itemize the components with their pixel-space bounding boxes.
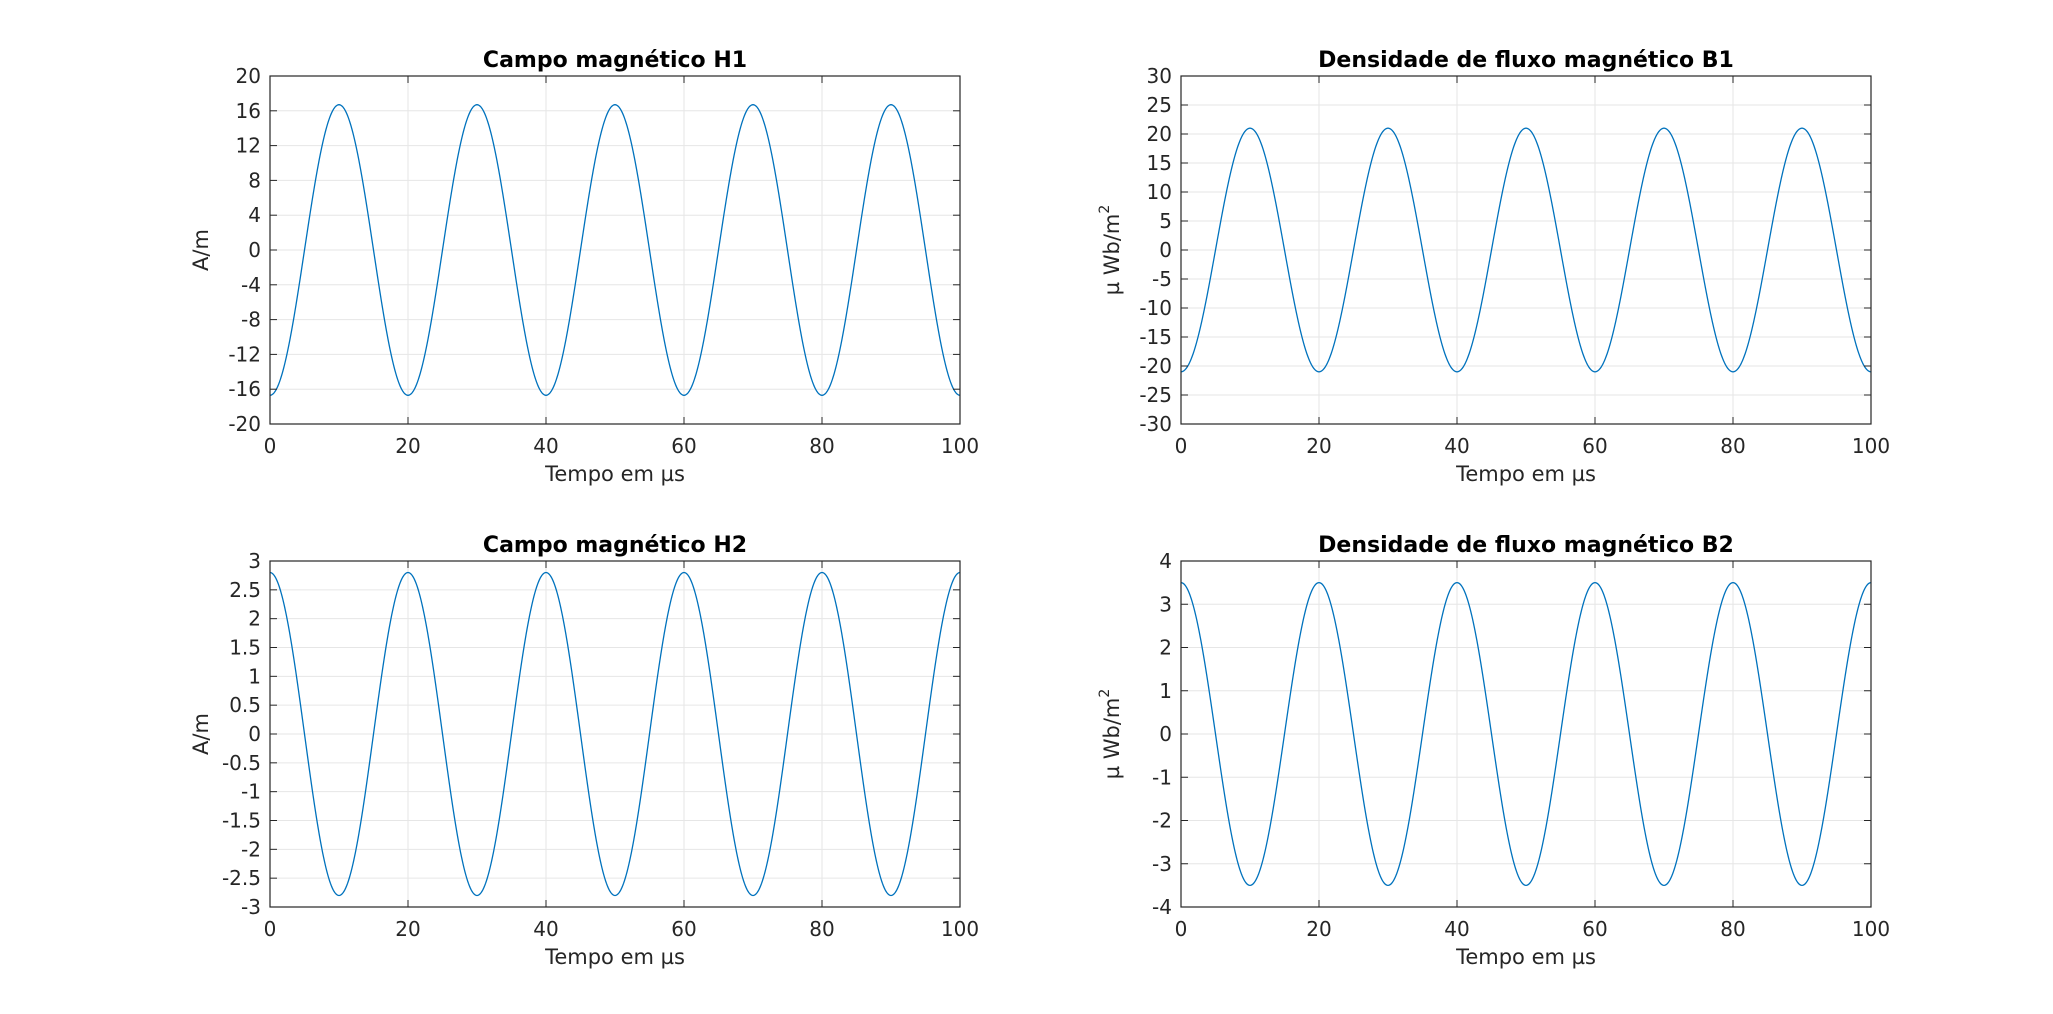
y-tick-label: 1: [1159, 679, 1172, 703]
y-tick-label: 10: [1147, 180, 1172, 204]
subplot-3: 0 20 40 60 80 100 -3 -2.5 -2 -1.5 -1 -0.5 0 0.5 1 1.5 2 2…: [189, 533, 979, 969]
y-tick-label: 0: [248, 722, 261, 746]
series-line-1: [269, 104, 961, 396]
y-tick-label: 0.5: [229, 693, 261, 717]
y-axis-label: µ Wb/m2: [1097, 205, 1124, 296]
y-tick-label: -15: [1139, 325, 1172, 349]
x-tick-label: 100: [941, 917, 979, 941]
y-tick-label: 12: [236, 134, 261, 158]
x-tick-label: 40: [1444, 434, 1469, 458]
y-tick-label: -2: [241, 837, 261, 861]
y-tick-label: 0: [1159, 722, 1172, 746]
y-tick-label: -2.5: [222, 866, 261, 890]
x-tick-label: 40: [533, 434, 558, 458]
y-tick-label: -4: [1152, 895, 1172, 919]
y-tick-label: 3: [1159, 592, 1172, 616]
series-line-1: [269, 571, 961, 897]
chart-title: Campo magnético H2: [483, 533, 747, 558]
y-tick-label: -3: [241, 895, 261, 919]
y-tick-label: 8: [248, 168, 261, 192]
x-tick-label: 0: [264, 917, 277, 941]
x-tick-label: 100: [1852, 434, 1890, 458]
x-axis-label: Tempo em µs: [1455, 462, 1596, 486]
y-tick-label: -1.5: [222, 809, 261, 833]
x-tick-label: 20: [1306, 917, 1331, 941]
x-tick-label: 100: [941, 434, 979, 458]
y-tick-label: -1: [241, 780, 261, 804]
x-tick-label: 20: [395, 434, 420, 458]
x-tick-label: 40: [1444, 917, 1469, 941]
y-tick-label: 20: [236, 64, 261, 88]
series-line-1: [1180, 581, 1872, 887]
y-tick-label: 1: [248, 664, 261, 688]
y-tick-label: 2.5: [229, 578, 261, 602]
y-tick-label: -3: [1152, 852, 1172, 876]
x-axis-label: Tempo em µs: [544, 462, 685, 486]
x-tick-label: 0: [1175, 434, 1188, 458]
chart-title: Densidade de fluxo magnético B1: [1318, 48, 1734, 73]
y-tick-label: 16: [236, 99, 261, 123]
x-tick-label: 80: [809, 434, 834, 458]
y-tick-label: -10: [1139, 296, 1172, 320]
y-tick-label: -20: [1139, 354, 1172, 378]
x-tick-label: 0: [1175, 917, 1188, 941]
y-tick-label: -20: [228, 412, 261, 436]
subplot-2: 0 20 40 60 80 100 -30 -25 -20 -15 -10 -5 0 5 10 15 20 25 3…: [1097, 48, 1890, 486]
y-axis-label: A/m: [189, 713, 213, 755]
x-tick-label: 20: [1306, 434, 1331, 458]
x-tick-label: 80: [1720, 917, 1745, 941]
y-tick-label: 1.5: [229, 636, 261, 660]
x-axis-label: Tempo em µs: [544, 945, 685, 969]
y-tick-label: 15: [1147, 151, 1172, 175]
x-tick-label: 80: [809, 917, 834, 941]
y-tick-label: -30: [1139, 412, 1172, 436]
y-tick-label: 4: [248, 203, 261, 227]
y-tick-label: -16: [228, 377, 261, 401]
y-tick-label: 5: [1159, 209, 1172, 233]
y-axis-label: µ Wb/m2: [1097, 689, 1124, 780]
y-tick-label: 4: [1159, 549, 1172, 573]
y-tick-label: 0: [248, 238, 261, 262]
y-tick-label: -25: [1139, 383, 1172, 407]
y-tick-label: 3: [248, 549, 261, 573]
y-tick-label: 30: [1147, 64, 1172, 88]
x-tick-label: 80: [1720, 434, 1745, 458]
x-tick-label: 20: [395, 917, 420, 941]
y-tick-label: -8: [241, 308, 261, 332]
x-tick-label: 0: [264, 434, 277, 458]
y-tick-label: -4: [241, 273, 261, 297]
y-tick-label: 25: [1147, 93, 1172, 117]
y-axis-label: A/m: [189, 229, 213, 271]
y-tick-label: -12: [228, 342, 261, 366]
y-tick-label: 2: [1159, 636, 1172, 660]
y-tick-label: 20: [1147, 122, 1172, 146]
chart-title: Densidade de fluxo magnético B2: [1318, 533, 1734, 558]
y-tick-label: -0.5: [222, 751, 261, 775]
y-tick-label: -5: [1152, 267, 1172, 291]
x-tick-label: 60: [671, 434, 696, 458]
x-tick-label: 60: [1582, 434, 1607, 458]
subplot-1: 0 20 40 60 80 100 -20 -16 -12 -8 -4 0 4 8 12 16 20 Campo …: [189, 48, 979, 486]
y-tick-label: -2: [1152, 809, 1172, 833]
y-tick-label: 0: [1159, 238, 1172, 262]
x-tick-label: 60: [1582, 917, 1607, 941]
x-tick-label: 100: [1852, 917, 1890, 941]
y-tick-label: -1: [1152, 765, 1172, 789]
series-line-1: [1180, 127, 1872, 373]
x-axis-label: Tempo em µs: [1455, 945, 1596, 969]
x-tick-label: 60: [671, 917, 696, 941]
chart-title: Campo magnético H1: [483, 48, 747, 73]
x-tick-label: 40: [533, 917, 558, 941]
y-tick-label: 2: [248, 607, 261, 631]
subplot-4: 0 20 40 60 80 100 -4 -3 -2 -1 0 1 2 3 4 Densidade de fl…: [1097, 533, 1890, 969]
